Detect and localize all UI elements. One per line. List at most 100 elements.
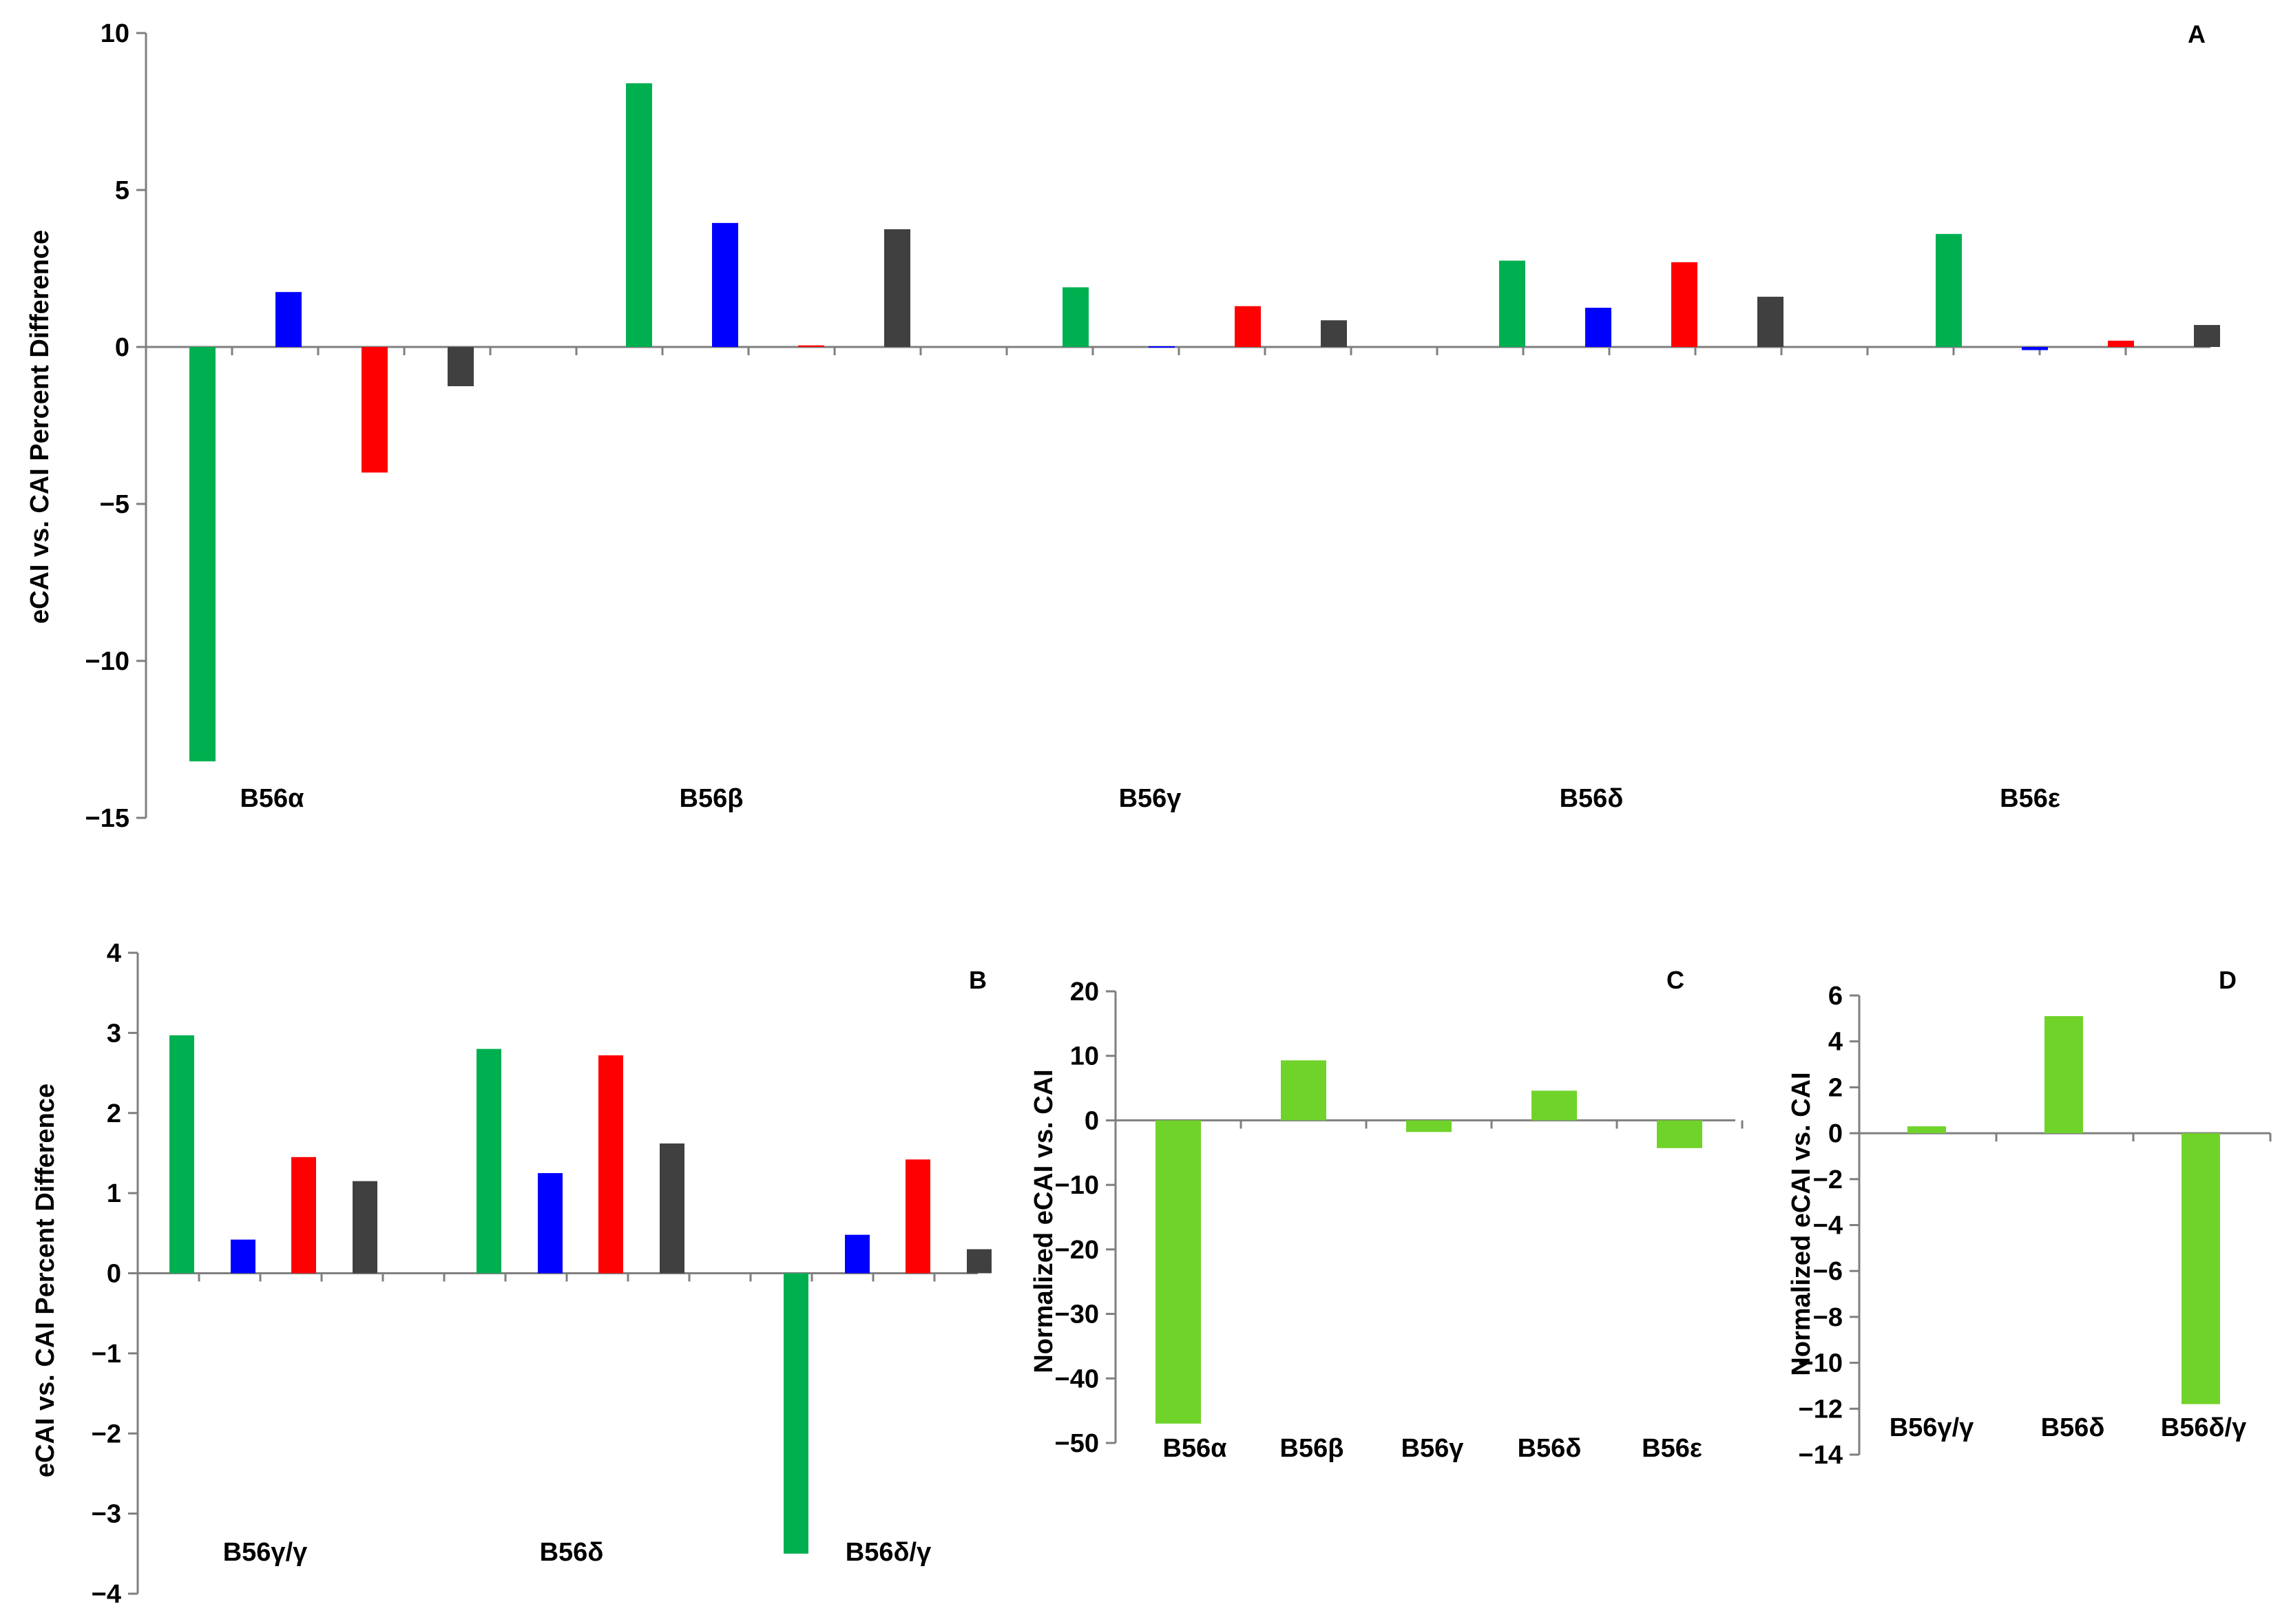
category-label: B56γ <box>1401 1434 1464 1463</box>
bar-B56β-series-4 <box>884 229 910 347</box>
y-tick-label: −10 <box>85 647 129 676</box>
panel-label: A <box>2188 20 2206 48</box>
bar-B56γ-series-1 <box>1063 287 1089 347</box>
bar-B56δ-series-3 <box>1671 262 1697 347</box>
bar-B56γ/γ-series-2 <box>231 1239 255 1274</box>
bar-B56β-series-2 <box>712 222 738 347</box>
bar-B56β-series-3 <box>798 345 824 347</box>
bar-B56α-series-1 <box>1155 1120 1201 1424</box>
y-tick-label: −4 <box>1813 1212 1843 1241</box>
y-tick-label: 2 <box>107 1099 121 1128</box>
y-tick-label: −20 <box>1055 1236 1099 1265</box>
y-axis-title: Normalized eCAI vs. CAI <box>1787 1072 1816 1375</box>
chart-panel-c: 20 10 0 −10 −20 −30 −40 −50 B56α B56β B56γ B56δ B56ε… <box>1029 966 1744 1463</box>
y-tick-label: −30 <box>1055 1300 1099 1329</box>
y-tick-label: 5 <box>115 176 129 205</box>
bar-B56ε-series-3 <box>2108 340 2134 347</box>
category-label: B56δ/γ <box>2161 1413 2246 1442</box>
category-label: B56γ <box>1119 784 1182 813</box>
category-label: B56γ/γ <box>1890 1413 1974 1442</box>
category-label: B56β <box>1280 1434 1344 1463</box>
bar-B56α-series-3 <box>362 347 388 473</box>
y-tick-label: 0 <box>1828 1119 1843 1148</box>
bar-B56δ-series-2 <box>538 1173 563 1274</box>
bar-B56δ-series-2 <box>1585 308 1611 347</box>
bar-B56δ/γ-series-2 <box>845 1234 870 1274</box>
bar-B56δ-series-3 <box>598 1055 623 1274</box>
y-tick-label: −1 <box>92 1340 121 1369</box>
category-label: B56β <box>680 784 744 813</box>
category-label: B56δ <box>1518 1434 1582 1463</box>
category-label: B56δ/γ <box>846 1538 931 1567</box>
y-tick-label: 4 <box>107 939 121 968</box>
category-label: B56ε <box>2000 784 2060 813</box>
y-tick-label: −2 <box>1813 1166 1843 1194</box>
bar-B56δ-series-4 <box>1757 297 1783 347</box>
y-tick-label: −50 <box>1055 1429 1099 1458</box>
category-label: B56δ <box>2041 1413 2105 1442</box>
y-tick-label: −6 <box>1813 1257 1843 1286</box>
y-tick-label: 0 <box>1085 1106 1099 1135</box>
y-tick-label: −2 <box>92 1420 121 1448</box>
y-axis-title: Normalized eCAI vs. CAI <box>1029 1069 1058 1373</box>
bar-B56δ-series-1 <box>477 1048 501 1274</box>
bar-B56γ/γ-series-4 <box>353 1181 377 1274</box>
y-tick-label: −10 <box>1799 1349 1843 1378</box>
bar-B56δ-series-1 <box>2044 1016 2083 1134</box>
y-axis-title: eCAI vs. CAI Percent Difference <box>25 230 54 624</box>
panel-label: C <box>1666 966 1684 994</box>
bar-B56δ-series-4 <box>660 1143 684 1274</box>
bar-B56ε-series-1 <box>1936 233 1962 347</box>
category-label: B56δ <box>540 1538 604 1567</box>
y-tick-label: 10 <box>1070 1042 1099 1071</box>
bar-B56ε-series-1 <box>1657 1120 1702 1148</box>
chart-panel-d: 6 4 2 0 −2 −4 −6 −8 −10 −12 −14 B56γ/γ B56δ B56δ/γ D No… <box>1787 966 2272 1470</box>
bar-B56δ/γ-series-3 <box>906 1159 930 1274</box>
y-tick-label: 4 <box>1828 1028 1843 1057</box>
bar-B56ε-series-2 <box>2022 347 2048 350</box>
bar-B56γ-series-4 <box>1321 320 1347 347</box>
y-axis-title: eCAI vs. CAI Percent Difference <box>31 1084 60 1477</box>
bar-B56γ/γ-series-1 <box>1907 1126 1946 1134</box>
bar-B56δ-series-1 <box>1531 1090 1577 1121</box>
bar-B56β-series-1 <box>1281 1060 1326 1121</box>
category-label: B56α <box>240 784 304 813</box>
y-tick-label: −12 <box>1799 1395 1843 1424</box>
bar-B56δ/γ-series-4 <box>967 1249 992 1274</box>
y-tick-label: 6 <box>1828 982 1843 1011</box>
y-tick-label: −10 <box>1055 1171 1099 1200</box>
y-tick-label: 0 <box>107 1260 121 1289</box>
bar-B56δ-series-1 <box>1499 260 1525 347</box>
bar-B56δ/γ-series-1 <box>784 1273 808 1554</box>
y-tick-label: −3 <box>92 1500 121 1529</box>
bar-B56γ/γ-series-3 <box>291 1157 316 1274</box>
category-label: B56α <box>1162 1434 1226 1463</box>
y-tick-label: −8 <box>1813 1303 1843 1332</box>
y-tick-label: 20 <box>1070 978 1099 1006</box>
bar-B56α-series-2 <box>275 292 302 347</box>
y-tick-label: 3 <box>107 1019 121 1048</box>
y-tick-label: −15 <box>85 804 129 833</box>
y-tick-label: 0 <box>115 333 129 362</box>
bar-B56γ/γ-series-1 <box>169 1035 194 1274</box>
category-label: B56ε <box>1642 1434 1702 1463</box>
bar-B56ε-series-4 <box>2194 325 2220 347</box>
panel-label: D <box>2219 966 2237 994</box>
y-tick-label: −5 <box>100 490 129 519</box>
bar-B56γ-series-1 <box>1406 1120 1452 1132</box>
y-tick-label: −14 <box>1799 1441 1843 1470</box>
y-tick-label: 10 <box>101 19 129 48</box>
y-tick-label: 2 <box>1828 1073 1843 1102</box>
bar-B56α-series-1 <box>189 347 216 761</box>
category-label: B56δ <box>1560 784 1624 813</box>
y-tick-label: 1 <box>107 1179 121 1208</box>
category-label: B56γ/γ <box>223 1538 308 1567</box>
y-tick-label: −4 <box>92 1580 121 1609</box>
bar-B56γ-series-2 <box>1149 346 1175 348</box>
panel-label: B <box>969 966 987 994</box>
y-tick-label: −40 <box>1055 1364 1099 1393</box>
bar-B56δ/γ-series-1 <box>2182 1133 2220 1404</box>
bar-B56γ-series-3 <box>1235 306 1261 347</box>
